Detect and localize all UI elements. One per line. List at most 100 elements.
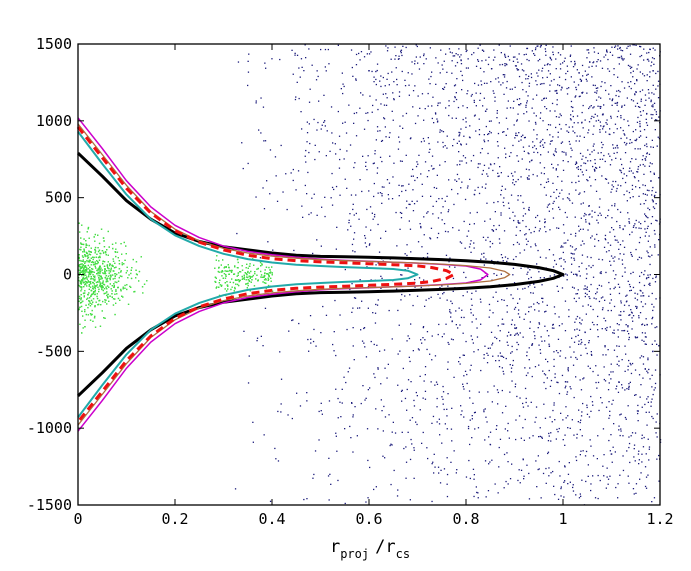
background-point — [489, 240, 491, 243]
background-point — [318, 410, 320, 413]
member-point — [86, 259, 88, 262]
background-point — [581, 121, 583, 123]
background-point — [536, 134, 538, 136]
background-point — [408, 84, 410, 86]
background-point — [405, 461, 408, 463]
background-point — [324, 48, 327, 51]
member-point — [118, 277, 120, 279]
member-point — [105, 275, 107, 277]
member-point — [92, 258, 94, 261]
background-point — [536, 214, 539, 217]
background-point — [438, 423, 441, 425]
background-point — [620, 115, 622, 117]
background-point — [353, 238, 355, 240]
background-point — [241, 142, 243, 144]
member-point — [270, 277, 272, 279]
background-point — [375, 99, 377, 101]
background-point — [557, 290, 559, 292]
background-point — [653, 389, 655, 391]
member-point — [120, 270, 122, 272]
background-point — [430, 381, 432, 383]
background-point — [565, 385, 567, 387]
background-point — [639, 106, 641, 108]
member-point — [92, 268, 94, 270]
background-point — [570, 147, 572, 149]
background-point — [563, 259, 565, 261]
background-point — [647, 255, 650, 257]
background-point — [537, 468, 539, 471]
background-point — [334, 299, 336, 302]
background-point — [544, 48, 546, 50]
background-point — [322, 305, 324, 308]
background-point — [593, 168, 596, 171]
member-point — [97, 256, 100, 259]
background-point — [355, 79, 357, 81]
background-point — [600, 285, 603, 287]
background-point — [435, 57, 437, 59]
background-point — [453, 376, 455, 378]
background-point — [522, 402, 524, 405]
background-point — [639, 111, 642, 113]
member-point — [97, 304, 99, 306]
background-point — [339, 401, 341, 403]
background-point — [542, 138, 544, 141]
background-point — [560, 257, 562, 259]
background-point — [620, 158, 622, 160]
member-point — [98, 249, 101, 251]
member-point — [81, 279, 83, 281]
background-point — [323, 121, 325, 123]
background-point — [431, 117, 433, 120]
background-point — [417, 62, 419, 64]
background-point — [597, 381, 600, 384]
background-point — [575, 300, 577, 303]
background-point — [347, 229, 349, 231]
background-point — [514, 215, 516, 217]
background-point — [365, 397, 367, 399]
background-point — [455, 117, 457, 119]
background-point — [569, 199, 571, 202]
member-point — [244, 272, 246, 274]
background-point — [588, 342, 590, 344]
background-point — [612, 270, 615, 272]
background-point — [651, 323, 653, 325]
background-point — [497, 77, 499, 79]
background-point — [465, 162, 468, 164]
background-point — [579, 493, 581, 495]
background-point — [410, 438, 412, 441]
background-point — [582, 378, 584, 380]
background-point — [381, 202, 383, 204]
background-point — [507, 461, 509, 463]
member-point — [83, 296, 85, 298]
background-point — [575, 273, 577, 275]
background-point — [341, 402, 343, 404]
x-tick-label: 0.4 — [258, 510, 285, 528]
background-point — [544, 106, 546, 108]
member-point — [218, 260, 220, 262]
background-point — [530, 73, 532, 75]
background-point — [553, 404, 555, 406]
background-point — [628, 482, 630, 484]
background-point — [385, 230, 387, 232]
background-point — [419, 56, 421, 58]
background-point — [355, 64, 358, 66]
background-point — [355, 78, 357, 80]
background-point — [489, 431, 492, 433]
background-point — [331, 204, 334, 206]
background-point — [652, 146, 654, 148]
background-point — [373, 76, 375, 78]
background-point — [640, 472, 642, 474]
member-point — [82, 256, 84, 258]
background-point — [438, 323, 440, 326]
background-point — [263, 140, 265, 142]
member-point — [245, 272, 247, 275]
background-point — [555, 90, 557, 92]
background-point — [444, 423, 446, 425]
background-point — [634, 223, 636, 225]
member-point — [89, 271, 91, 274]
background-point — [593, 106, 595, 108]
background-point — [436, 406, 438, 408]
background-point — [539, 117, 541, 119]
background-point — [445, 323, 447, 325]
background-point — [406, 244, 408, 246]
background-point — [473, 223, 475, 225]
